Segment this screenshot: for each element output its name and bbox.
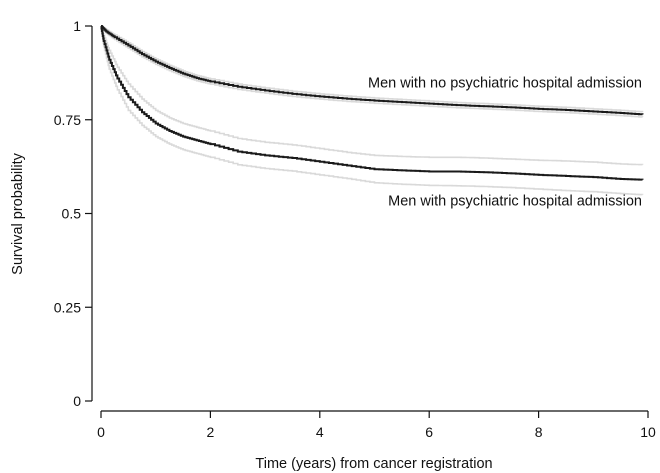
confidence-bands: [100, 25, 644, 196]
series-no-admission-ci-upper: [101, 25, 644, 113]
y-axis-title: Survival probability: [10, 152, 26, 274]
x-axis-title: Time (years) from cancer registration: [255, 456, 492, 472]
y-axis-ticks: 0 0.25 0.5 0.75 1: [54, 18, 92, 409]
series-no-admission-ci-lower: [101, 25, 644, 118]
x-axis-ticks: 0 2 4 6 8 10: [97, 411, 656, 440]
y-tick-label: 1: [73, 18, 81, 34]
series-no-admission-line: [100, 25, 644, 116]
y-tick-label: 0: [73, 393, 81, 409]
x-tick-label: 0: [97, 424, 105, 440]
y-tick-label: 0.5: [62, 206, 82, 222]
series-with-admission-line: [100, 25, 644, 181]
curve-annotations: Men with no psychiatric hospital admissi…: [368, 75, 642, 209]
x-tick-label: 2: [207, 424, 215, 440]
survival-curves: [100, 25, 644, 181]
annotation-with-admission: Men with psychiatric hospital admission: [388, 193, 642, 209]
series-with-admission-ci-upper: [100, 25, 644, 166]
annotation-no-admission: Men with no psychiatric hospital admissi…: [368, 75, 642, 91]
y-tick-label: 0.25: [54, 299, 81, 315]
x-tick-label: 4: [316, 424, 324, 440]
x-tick-label: 8: [535, 424, 543, 440]
x-tick-label: 6: [425, 424, 433, 440]
y-tick-label: 0.75: [54, 112, 81, 128]
x-tick-label: 10: [640, 424, 656, 440]
series-with-admission-ci-lower: [100, 25, 644, 196]
